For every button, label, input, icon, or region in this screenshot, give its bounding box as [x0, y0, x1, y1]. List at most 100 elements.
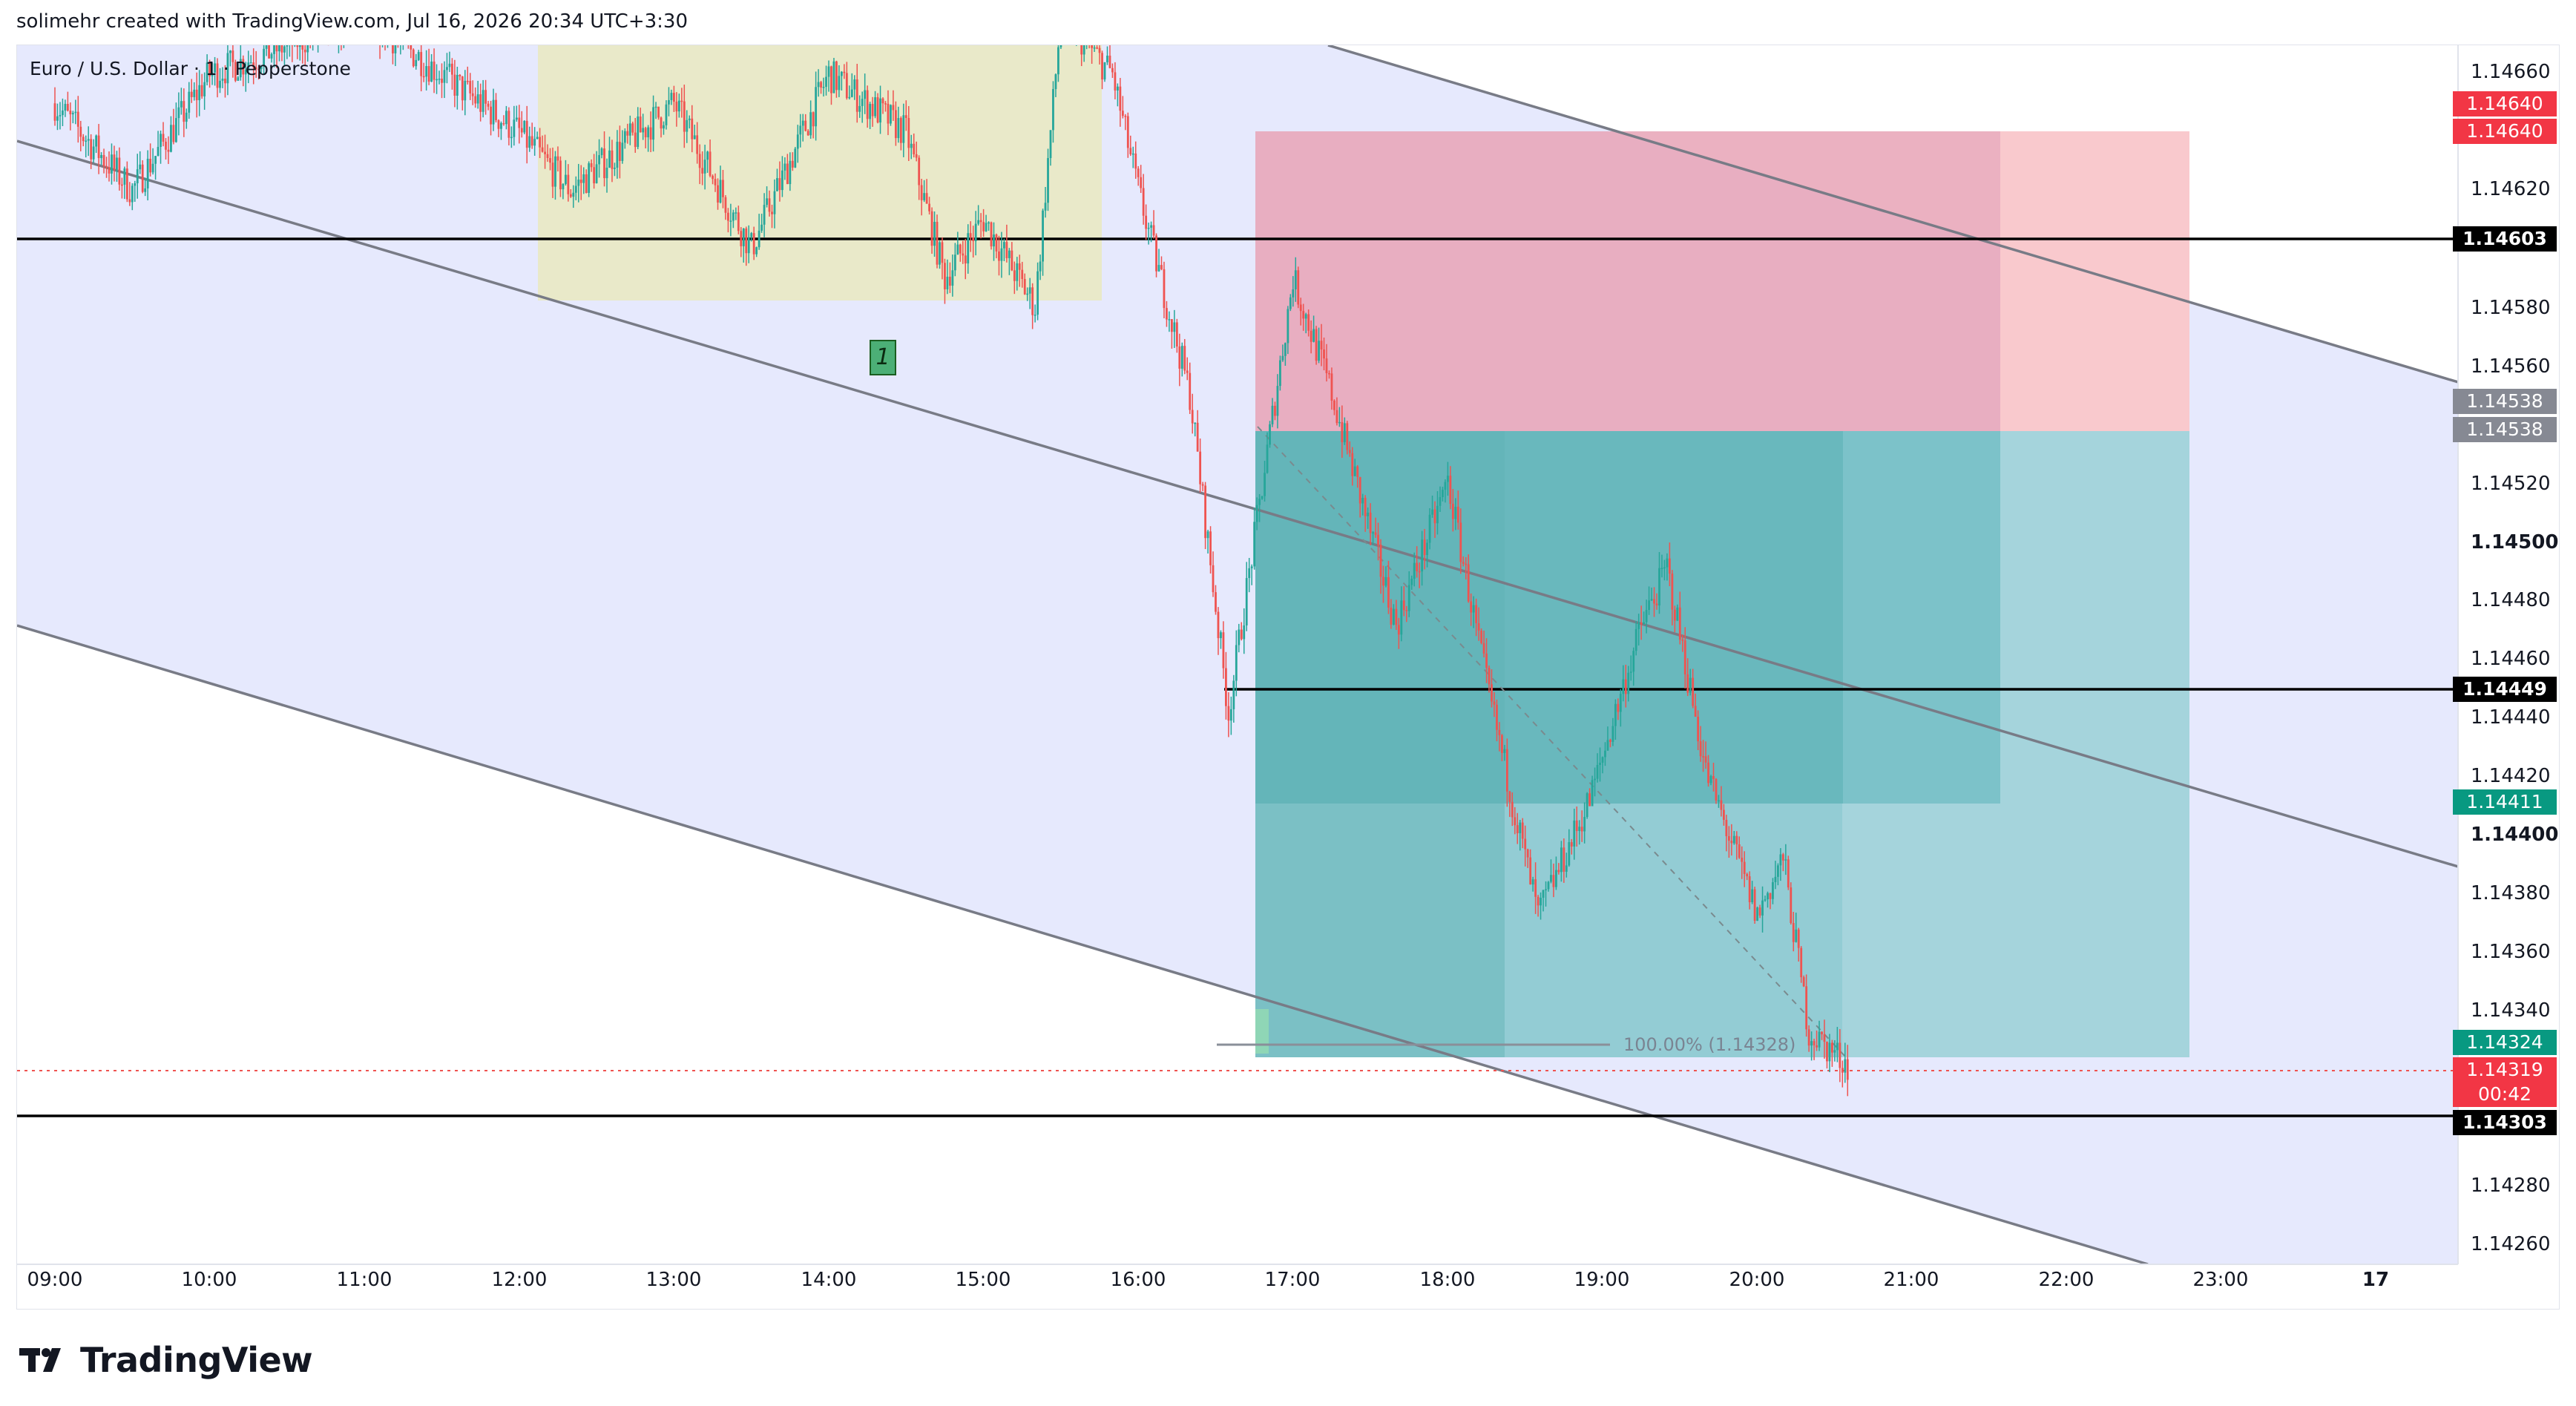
candle-body — [1183, 346, 1186, 371]
candle-body — [1697, 716, 1700, 742]
candle-body — [1671, 574, 1674, 610]
current-price-label: 1.14319 — [2453, 1057, 2557, 1083]
candle-body — [249, 62, 252, 64]
candle-body — [59, 115, 62, 116]
candle-body — [791, 160, 794, 168]
candle-body — [172, 125, 175, 142]
candle-body — [306, 45, 309, 53]
candle-body — [1761, 900, 1764, 916]
candle-body — [343, 8, 345, 38]
tp-highlight — [1255, 431, 1505, 1057]
candle-body — [56, 116, 59, 121]
candle-body — [244, 69, 247, 75]
candle-body — [631, 123, 634, 133]
candle-body — [1488, 668, 1491, 685]
candle-body — [90, 139, 93, 160]
candle-body — [1436, 505, 1439, 524]
candle-body — [778, 178, 781, 191]
candle-body — [993, 234, 995, 247]
candle-body — [621, 142, 624, 161]
candle-body — [1145, 215, 1148, 229]
candle-body — [1243, 625, 1246, 640]
candle-body — [461, 76, 464, 101]
candle-body — [1764, 899, 1767, 901]
candle-body — [536, 137, 539, 139]
candle-body — [273, 45, 275, 54]
candle-body — [303, 49, 306, 53]
tradingview-logo[interactable]: TradingView — [19, 1340, 313, 1380]
time-tick: 21:00 — [1883, 1269, 1939, 1291]
candle-body — [341, 15, 343, 38]
candle-body — [1650, 599, 1653, 601]
candle-body — [1712, 776, 1715, 780]
candle-body — [1155, 235, 1157, 272]
candle-body — [422, 76, 425, 78]
candle-body — [817, 82, 820, 88]
candle-body — [956, 244, 959, 255]
candle-body — [1648, 600, 1650, 611]
candle-body — [525, 120, 528, 148]
candle-body — [1367, 512, 1370, 516]
candle-body — [618, 142, 621, 161]
candle-body — [200, 85, 203, 96]
candle-body — [727, 212, 729, 221]
candle-body — [1738, 844, 1741, 858]
candle-body — [1232, 680, 1235, 709]
candle-body — [623, 131, 626, 143]
candle-body — [371, 7, 373, 9]
candle-body — [1238, 629, 1241, 645]
candle-body — [502, 122, 505, 125]
candle-body — [1325, 358, 1328, 373]
candle-body — [1508, 791, 1511, 802]
candle-body — [1011, 250, 1013, 271]
event-marker[interactable]: 1 — [870, 340, 896, 375]
candle-body — [1821, 1031, 1823, 1035]
candle-body — [1692, 677, 1695, 706]
candle-body — [562, 184, 565, 190]
take-profit-bottom — [1255, 804, 1842, 1057]
candle-body — [848, 96, 851, 99]
candle-body — [691, 118, 694, 139]
candle-body — [1442, 490, 1444, 498]
time-tick-date: 17 — [2362, 1269, 2390, 1291]
candle-body — [1570, 842, 1573, 847]
candle-body — [1078, 25, 1080, 27]
candle-body — [1720, 800, 1723, 810]
candle-body — [315, 22, 317, 36]
candle-body — [675, 102, 678, 112]
candle-body — [1057, 47, 1059, 75]
chart-frame[interactable] — [16, 45, 2560, 1310]
candle-body — [1480, 630, 1482, 643]
candle-body — [193, 89, 196, 97]
candle-body — [1462, 562, 1465, 564]
candle-body — [693, 135, 696, 139]
candle-body — [1353, 466, 1356, 476]
candle-body — [923, 193, 926, 200]
candle-body — [796, 134, 799, 149]
candle-body — [843, 71, 846, 73]
candle-body — [1663, 567, 1666, 569]
candle-body — [654, 106, 657, 108]
candle-body — [1384, 576, 1387, 586]
candle-body — [87, 139, 90, 141]
candle-body — [783, 163, 786, 171]
candle-body — [358, 4, 361, 14]
time-tick: 11:00 — [336, 1269, 392, 1291]
candle-body — [1779, 854, 1782, 866]
candle-body — [1792, 922, 1795, 942]
candle-body — [1772, 882, 1774, 899]
candle-body — [1795, 929, 1798, 942]
candle-body — [1465, 563, 1468, 565]
candle-body — [1599, 762, 1601, 765]
candle-body — [1235, 645, 1238, 681]
candle-body — [1537, 896, 1540, 906]
consolidation-zone — [538, 45, 1102, 300]
candle-body — [1678, 607, 1681, 640]
candle-body — [1068, 5, 1070, 12]
candle-body — [1217, 611, 1220, 639]
candle-body — [1588, 793, 1591, 807]
candle-body — [1346, 423, 1349, 450]
green-accent — [1255, 1009, 1269, 1054]
candle-body — [102, 154, 105, 166]
